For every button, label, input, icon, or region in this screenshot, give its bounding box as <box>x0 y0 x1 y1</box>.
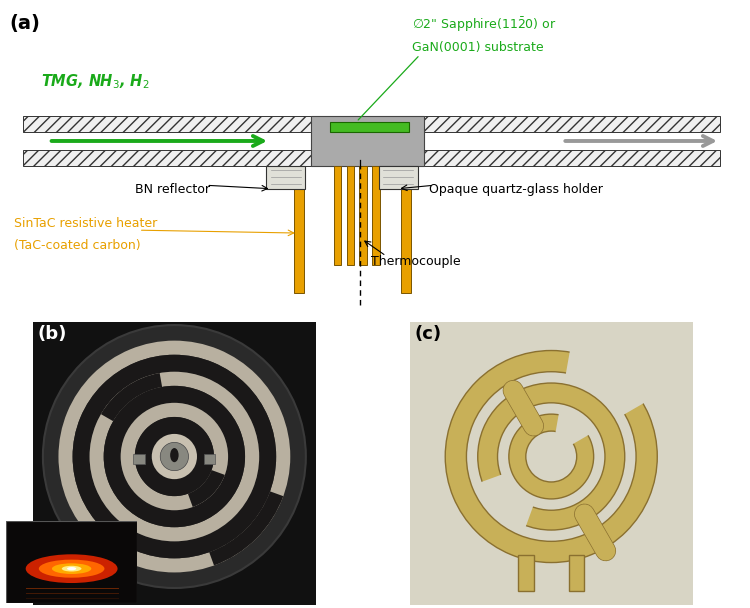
Wedge shape <box>566 350 646 415</box>
Ellipse shape <box>62 566 82 572</box>
Bar <box>266 166 305 188</box>
Circle shape <box>160 443 188 471</box>
Bar <box>204 454 215 464</box>
Text: BN reflector: BN reflector <box>135 183 210 196</box>
Text: Opaque quartz-glass holder: Opaque quartz-glass holder <box>429 183 603 196</box>
Bar <box>569 556 584 591</box>
Bar <box>379 166 418 188</box>
Text: $\varnothing$2" Sapphire(11$\bar{2}$0) or: $\varnothing$2" Sapphire(11$\bar{2}$0) o… <box>413 15 557 34</box>
Wedge shape <box>101 373 162 421</box>
Bar <box>424 150 720 166</box>
Bar <box>401 166 411 294</box>
Bar <box>311 116 424 166</box>
Wedge shape <box>188 470 225 507</box>
Bar <box>22 116 311 133</box>
Bar <box>424 116 720 133</box>
Text: Thermocouple: Thermocouple <box>371 255 460 268</box>
Bar <box>294 166 304 294</box>
Bar <box>334 166 341 264</box>
Text: (a): (a) <box>9 15 40 33</box>
Bar <box>518 556 533 591</box>
Text: SinTaC resistive heater: SinTaC resistive heater <box>13 217 157 230</box>
Text: TMG, NH$_3$, H$_2$: TMG, NH$_3$, H$_2$ <box>41 72 150 91</box>
Ellipse shape <box>26 554 118 583</box>
Ellipse shape <box>52 564 92 574</box>
Bar <box>372 166 380 264</box>
Wedge shape <box>555 412 590 445</box>
Ellipse shape <box>67 567 76 570</box>
Text: (b): (b) <box>38 325 67 343</box>
Wedge shape <box>479 474 534 528</box>
Wedge shape <box>209 491 284 565</box>
Bar <box>330 122 409 133</box>
Bar <box>134 454 145 464</box>
Ellipse shape <box>39 559 104 578</box>
Text: (c): (c) <box>414 325 441 343</box>
Bar <box>22 150 311 166</box>
Ellipse shape <box>170 448 178 462</box>
Bar <box>346 166 354 264</box>
Text: (TaC-coated carbon): (TaC-coated carbon) <box>13 238 140 252</box>
Bar <box>359 166 367 264</box>
Text: GaN(0001) substrate: GaN(0001) substrate <box>413 41 544 54</box>
Circle shape <box>43 325 306 588</box>
